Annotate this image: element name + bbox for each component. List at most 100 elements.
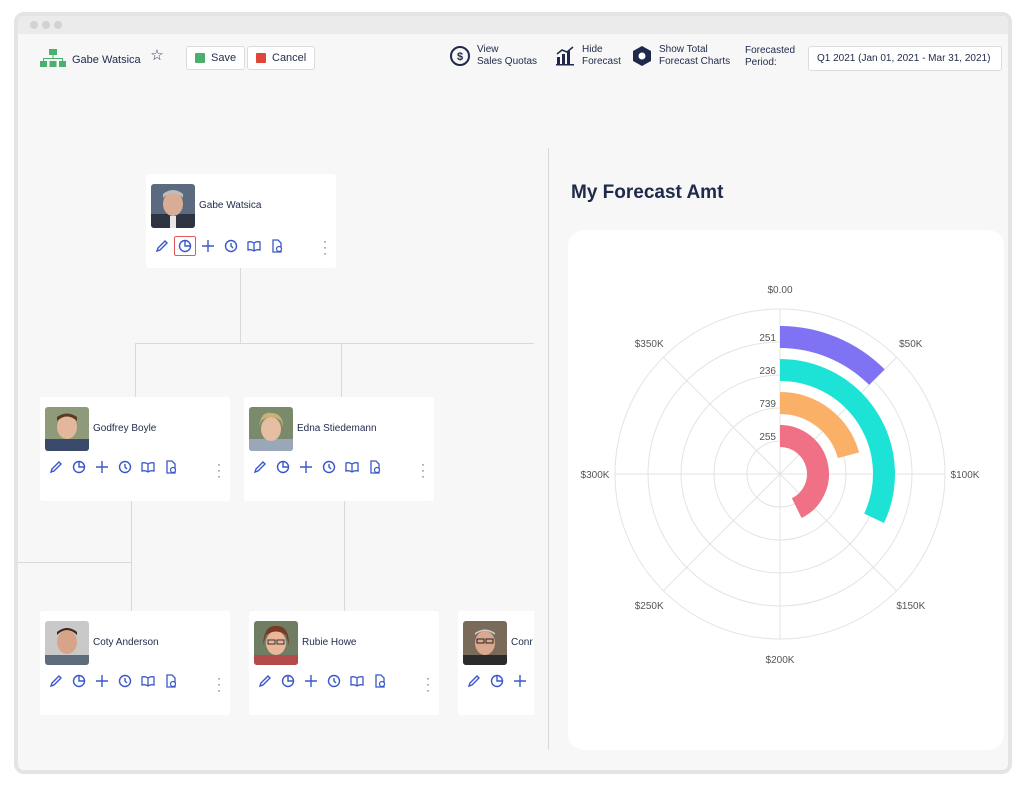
connector-line <box>240 268 241 344</box>
save-indicator-icon <box>195 53 205 63</box>
svg-text:$: $ <box>457 51 463 63</box>
window-dot <box>42 21 50 29</box>
app-window: Gabe Watsica ☆ Save Cancel $ View Sales … <box>14 12 1012 774</box>
connector-line <box>135 343 136 397</box>
forecast-bar <box>779 326 885 386</box>
edit-icon[interactable] <box>48 673 64 689</box>
org-card[interactable]: Edna Stiedemann · · · <box>244 397 434 501</box>
add-icon[interactable] <box>303 673 319 689</box>
show-total-line2: Forecast Charts <box>659 56 731 67</box>
history-icon[interactable] <box>223 238 239 254</box>
cancel-label: Cancel <box>272 52 307 64</box>
org-card-root[interactable]: Gabe Watsica · · · <box>146 174 336 268</box>
window-dot <box>30 21 38 29</box>
forecast-bar <box>779 392 860 459</box>
user-chip[interactable]: Gabe Watsica <box>40 48 141 71</box>
view-sales-quotas-button[interactable]: $ View Sales Quotas <box>449 44 537 68</box>
more-icon[interactable]: · · · <box>426 671 430 697</box>
history-icon[interactable] <box>117 459 133 475</box>
forecasted-period-label: Forecasted Period: <box>745 45 805 69</box>
panel-divider <box>548 148 549 750</box>
employee-name: Gabe Watsica <box>199 200 262 211</box>
tick-label: $0.00 <box>767 285 792 296</box>
org-card[interactable]: Conr <box>458 611 534 715</box>
org-card[interactable]: Godfrey Boyle · · · <box>40 397 230 501</box>
radial-bar-chart: $0.00$50K$100K$150K$200K$250K$300K$350K … <box>581 285 980 666</box>
show-total-forecast-charts-button[interactable]: Show Total Forecast Charts <box>631 44 730 68</box>
add-icon[interactable] <box>512 673 528 689</box>
forecast-bar <box>779 425 829 518</box>
card-actions <box>466 673 534 689</box>
more-icon[interactable]: · · · <box>217 457 221 483</box>
tick-label: $300K <box>581 470 610 481</box>
forecast-chart-card: $0.00 $50K $100K $150K $200K $250K $300K $350K … <box>568 230 1004 750</box>
tick-label: $150K <box>896 601 925 612</box>
hide-forecast-line2: Forecast <box>582 56 621 67</box>
add-icon[interactable] <box>298 459 314 475</box>
edit-icon[interactable] <box>154 238 170 254</box>
cancel-button[interactable]: Cancel <box>247 46 316 70</box>
more-icon[interactable]: · · · <box>217 671 221 697</box>
avatar <box>463 621 507 665</box>
forecast-pie-icon[interactable] <box>174 236 196 256</box>
chart-grid <box>614 308 946 640</box>
tick-label: $100K <box>951 470 980 481</box>
history-icon[interactable] <box>326 673 342 689</box>
save-label: Save <box>211 52 237 64</box>
more-icon[interactable]: · · · <box>323 234 327 260</box>
quota-book-icon[interactable] <box>344 459 360 475</box>
card-actions <box>48 459 186 475</box>
report-icon[interactable] <box>269 238 285 254</box>
history-icon[interactable] <box>117 673 133 689</box>
forecast-pie-icon[interactable] <box>71 673 87 689</box>
report-icon[interactable] <box>163 673 179 689</box>
add-icon[interactable] <box>94 673 110 689</box>
edit-icon[interactable] <box>48 459 64 475</box>
connector-line <box>341 343 342 397</box>
hide-forecast-label: Hide Forecast <box>582 44 621 68</box>
quota-book-icon[interactable] <box>349 673 365 689</box>
connector-line <box>131 501 132 611</box>
forecast-pie-icon[interactable] <box>489 673 505 689</box>
window-titlebar <box>18 16 1008 34</box>
tick-label: $200K <box>766 655 795 666</box>
toolbar: Gabe Watsica ☆ Save Cancel $ View Sales … <box>18 34 1008 84</box>
forecast-pie-icon[interactable] <box>71 459 87 475</box>
hide-forecast-button[interactable]: Hide Forecast <box>554 44 621 68</box>
history-icon[interactable] <box>321 459 337 475</box>
add-icon[interactable] <box>200 238 216 254</box>
org-card[interactable]: Rubie Howe · · · <box>249 611 439 715</box>
bar-chart-icon <box>554 45 576 67</box>
card-actions <box>48 673 186 689</box>
chart-bars <box>779 326 895 523</box>
chart-title: My Forecast Amt <box>571 182 724 203</box>
quota-book-icon[interactable] <box>140 459 156 475</box>
grid-spoke <box>662 473 781 592</box>
view-quotas-line1: View <box>477 44 499 55</box>
more-icon[interactable]: · · · <box>421 457 425 483</box>
dollar-circle-icon: $ <box>449 45 471 67</box>
avatar <box>45 621 89 665</box>
edit-icon[interactable] <box>257 673 273 689</box>
report-icon[interactable] <box>163 459 179 475</box>
report-icon[interactable] <box>372 673 388 689</box>
report-icon[interactable] <box>367 459 383 475</box>
add-icon[interactable] <box>94 459 110 475</box>
forecast-pie-icon[interactable] <box>280 673 296 689</box>
employee-name: Coty Anderson <box>93 637 159 648</box>
bar-label: 251 <box>759 333 776 344</box>
avatar <box>249 407 293 451</box>
forecast-period-select[interactable]: Q1 2021 (Jan 01, 2021 - Mar 31, 2021) <box>808 46 1002 71</box>
show-total-line1: Show Total <box>659 44 708 55</box>
employee-name: Rubie Howe <box>302 637 357 648</box>
edit-icon[interactable] <box>466 673 482 689</box>
org-card[interactable]: Coty Anderson · · · <box>40 611 230 715</box>
edit-icon[interactable] <box>252 459 268 475</box>
star-icon[interactable]: ☆ <box>150 47 164 64</box>
quota-book-icon[interactable] <box>246 238 262 254</box>
forecast-pie-icon[interactable] <box>275 459 291 475</box>
quota-book-icon[interactable] <box>140 673 156 689</box>
bar-label: 739 <box>759 399 776 410</box>
save-button[interactable]: Save <box>186 46 246 70</box>
hexagon-icon <box>631 45 653 67</box>
